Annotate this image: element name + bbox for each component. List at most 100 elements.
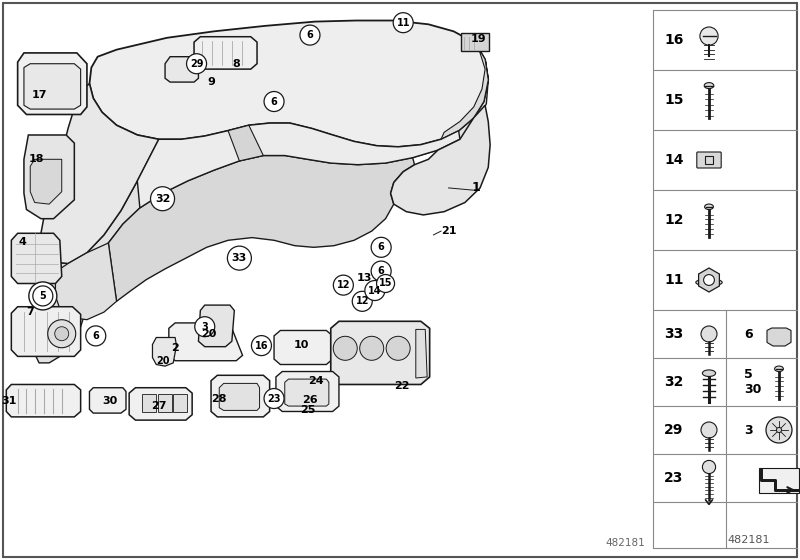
Text: 9: 9 bbox=[207, 77, 215, 87]
Circle shape bbox=[300, 25, 320, 45]
Bar bbox=[158, 394, 171, 412]
Polygon shape bbox=[330, 321, 430, 385]
Polygon shape bbox=[129, 388, 192, 420]
Text: 3: 3 bbox=[744, 423, 753, 436]
Text: 16: 16 bbox=[254, 340, 268, 351]
Circle shape bbox=[365, 281, 385, 301]
Text: 23: 23 bbox=[267, 394, 281, 404]
Text: 11: 11 bbox=[397, 18, 410, 27]
Text: 33: 33 bbox=[664, 327, 683, 341]
Text: 15: 15 bbox=[664, 93, 683, 107]
Polygon shape bbox=[24, 64, 81, 109]
Text: 18: 18 bbox=[29, 155, 44, 164]
Bar bbox=[142, 394, 156, 412]
Polygon shape bbox=[228, 125, 263, 161]
Polygon shape bbox=[138, 123, 460, 208]
Polygon shape bbox=[18, 53, 87, 114]
Text: 13: 13 bbox=[357, 273, 372, 283]
Circle shape bbox=[29, 282, 57, 310]
Text: 482181: 482181 bbox=[606, 538, 645, 548]
Polygon shape bbox=[153, 338, 176, 366]
Circle shape bbox=[371, 237, 391, 258]
Text: 27: 27 bbox=[151, 401, 166, 411]
Text: 2: 2 bbox=[171, 343, 179, 353]
Circle shape bbox=[700, 27, 718, 45]
Circle shape bbox=[352, 291, 372, 311]
Ellipse shape bbox=[696, 279, 722, 286]
Polygon shape bbox=[194, 37, 257, 69]
Text: 16: 16 bbox=[664, 33, 683, 47]
Polygon shape bbox=[767, 328, 791, 346]
Polygon shape bbox=[24, 135, 74, 219]
Circle shape bbox=[264, 389, 284, 409]
Circle shape bbox=[186, 54, 206, 74]
Polygon shape bbox=[441, 43, 488, 139]
Circle shape bbox=[33, 286, 53, 306]
Circle shape bbox=[360, 337, 384, 360]
Text: 33: 33 bbox=[232, 253, 247, 263]
Text: 482181: 482181 bbox=[727, 535, 770, 545]
Text: 11: 11 bbox=[664, 273, 683, 287]
Polygon shape bbox=[198, 305, 234, 347]
Text: 19: 19 bbox=[471, 34, 486, 44]
Polygon shape bbox=[41, 83, 158, 264]
Polygon shape bbox=[90, 21, 488, 147]
Polygon shape bbox=[219, 384, 259, 410]
Polygon shape bbox=[55, 243, 117, 320]
Text: 20: 20 bbox=[202, 329, 217, 339]
Text: 6: 6 bbox=[270, 96, 278, 106]
Polygon shape bbox=[6, 385, 81, 417]
Circle shape bbox=[394, 13, 413, 32]
Circle shape bbox=[334, 337, 358, 360]
Text: 20: 20 bbox=[156, 356, 170, 366]
Circle shape bbox=[251, 335, 271, 356]
Text: 22: 22 bbox=[394, 381, 410, 391]
Text: 17: 17 bbox=[31, 90, 47, 100]
Polygon shape bbox=[11, 234, 62, 283]
Circle shape bbox=[377, 274, 394, 292]
Text: 6: 6 bbox=[306, 30, 314, 40]
Text: 7: 7 bbox=[26, 307, 34, 317]
Polygon shape bbox=[33, 59, 488, 363]
Circle shape bbox=[701, 326, 717, 342]
Circle shape bbox=[150, 186, 174, 211]
Text: 26: 26 bbox=[302, 395, 318, 404]
Circle shape bbox=[54, 326, 69, 340]
Circle shape bbox=[86, 326, 106, 346]
Circle shape bbox=[386, 337, 410, 360]
Text: 3: 3 bbox=[202, 321, 208, 332]
Text: 12: 12 bbox=[337, 280, 350, 290]
Circle shape bbox=[371, 261, 391, 281]
Bar bbox=[705, 156, 714, 164]
Text: 32: 32 bbox=[664, 375, 683, 389]
Circle shape bbox=[194, 317, 214, 337]
Polygon shape bbox=[165, 57, 198, 82]
Text: 1: 1 bbox=[471, 181, 480, 194]
FancyBboxPatch shape bbox=[697, 152, 722, 168]
Circle shape bbox=[48, 320, 76, 348]
Polygon shape bbox=[169, 323, 242, 361]
Circle shape bbox=[704, 274, 714, 286]
Polygon shape bbox=[90, 388, 126, 413]
Text: 29: 29 bbox=[190, 59, 203, 69]
Text: 31: 31 bbox=[2, 396, 17, 405]
Text: 14: 14 bbox=[664, 153, 683, 167]
Polygon shape bbox=[274, 330, 333, 365]
Text: 25: 25 bbox=[300, 405, 315, 416]
Text: 12: 12 bbox=[355, 296, 369, 306]
Text: 30: 30 bbox=[102, 396, 118, 405]
Bar bbox=[174, 394, 187, 412]
Circle shape bbox=[264, 91, 284, 111]
Circle shape bbox=[766, 417, 792, 443]
Ellipse shape bbox=[704, 83, 714, 88]
Text: 15: 15 bbox=[379, 278, 392, 288]
Text: 6: 6 bbox=[378, 242, 385, 253]
Text: 23: 23 bbox=[664, 471, 683, 485]
Circle shape bbox=[701, 422, 717, 438]
Circle shape bbox=[702, 460, 716, 474]
Polygon shape bbox=[390, 105, 490, 215]
Text: 24: 24 bbox=[309, 376, 324, 386]
Circle shape bbox=[776, 427, 782, 432]
Polygon shape bbox=[30, 159, 62, 204]
Text: 6: 6 bbox=[378, 266, 385, 276]
